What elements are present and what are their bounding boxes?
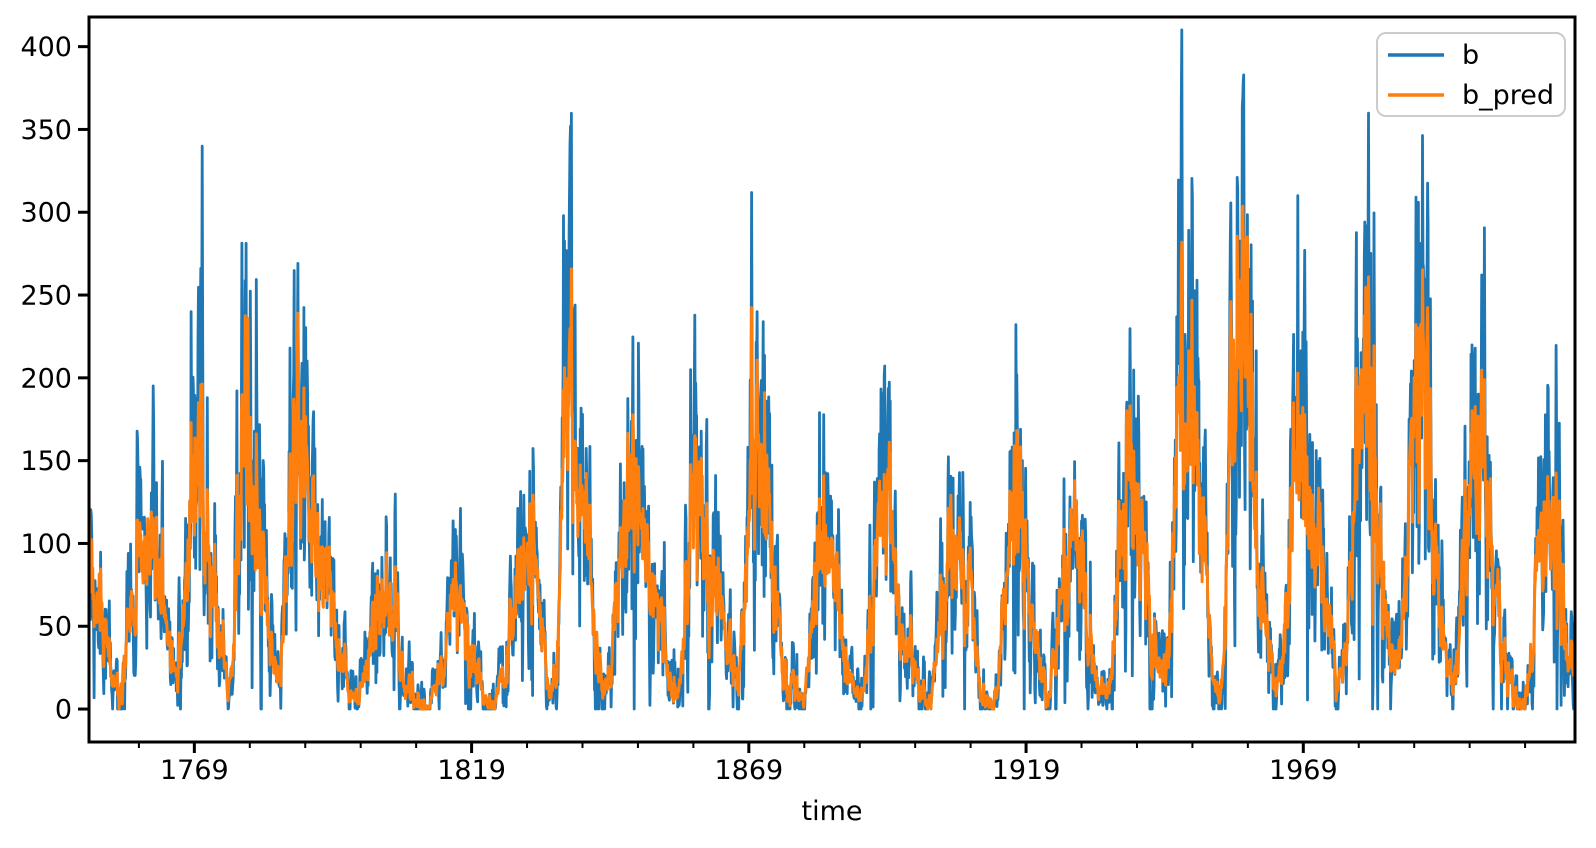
y-tick-label: 350 (20, 115, 72, 146)
plot-area: 0 50 100 150 200 250 300 350 400 1769 1819 1869 1919… (20, 28, 1575, 786)
series-line-b_pred (89, 204, 1575, 711)
y-tick-label: 250 (20, 281, 72, 312)
y-tick-label: 0 (55, 695, 72, 726)
legend: b b_pred (1376, 32, 1566, 117)
axes-frame (87, 15, 1577, 744)
x-tick-label: 1769 (160, 755, 229, 786)
x-tick-label: 1819 (437, 755, 506, 786)
x-tick-label: 1869 (714, 755, 783, 786)
x-tick-label: 1969 (1269, 755, 1338, 786)
y-tick-label: 200 (20, 363, 72, 394)
y-tick-label: 50 (38, 612, 72, 643)
y-tick-label: 100 (20, 529, 72, 560)
y-tick-label: 150 (20, 446, 72, 477)
legend-label-b-pred: b_pred (1462, 80, 1554, 111)
series-line-b (89, 28, 1575, 711)
y-tick-label: 400 (20, 32, 72, 63)
x-tick-label: 1919 (992, 755, 1061, 786)
y-tick-label: 300 (20, 198, 72, 229)
x-axis-label: time (801, 796, 862, 827)
legend-label-b: b (1462, 40, 1479, 71)
